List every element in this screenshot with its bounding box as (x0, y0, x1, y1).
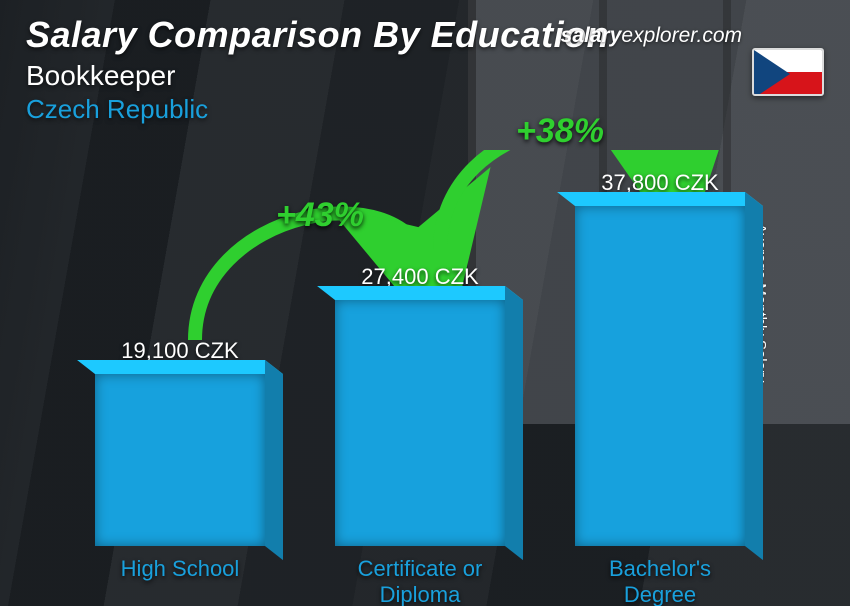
bar-rect (95, 374, 265, 546)
bar-chart: +43% +38% 19,100 CZK High School 27,400 … (60, 150, 780, 546)
bars-container: 19,100 CZK High School 27,400 CZK Certif… (60, 150, 780, 546)
title-main: Salary Comparison By Education (26, 14, 609, 56)
jump-label-2: +38% (490, 112, 630, 151)
bar-category-label: High School (70, 556, 290, 582)
infographic-canvas: Salary Comparison By Education Bookkeepe… (0, 0, 850, 606)
brand-bold: salary (561, 24, 622, 47)
bar-bachelors-degree: 37,800 CZK Bachelor'sDegree (560, 170, 760, 546)
title-subtitle: Bookkeeper (26, 60, 609, 92)
flag-czech-republic (752, 48, 824, 96)
bar-category-label: Certificate orDiploma (310, 556, 530, 606)
bar-rect (335, 300, 505, 546)
bar-category-label: Bachelor'sDegree (550, 556, 770, 606)
bar-high-school: 19,100 CZK High School (80, 338, 280, 546)
brand-watermark: salaryexplorer.com (561, 24, 742, 48)
bar-certificate-diploma: 27,400 CZK Certificate orDiploma (320, 264, 520, 546)
title-block: Salary Comparison By Education Bookkeepe… (26, 14, 609, 125)
brand-rest: explorer.com (621, 24, 742, 47)
bar-rect (575, 206, 745, 546)
